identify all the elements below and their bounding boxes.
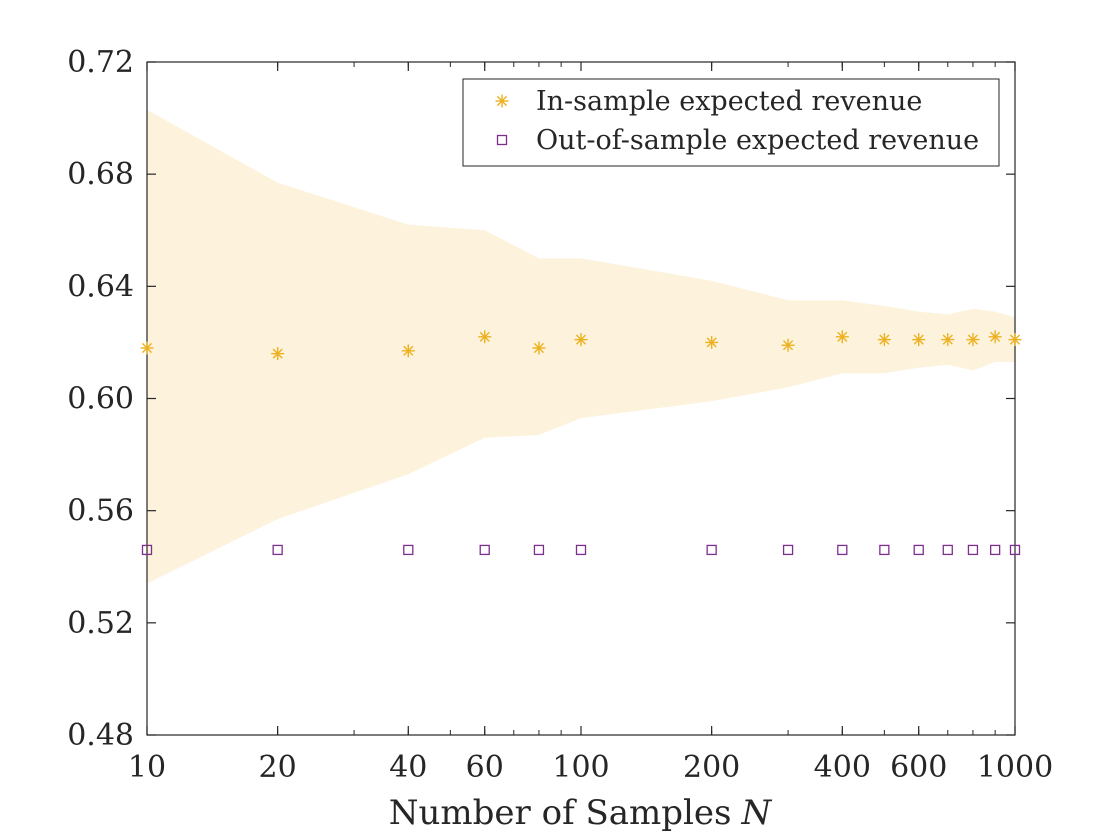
confidence-band-layer (147, 109, 1015, 584)
out-of-sample-point (837, 544, 848, 556)
x-tick-label: 200 (683, 750, 740, 785)
y-tick-label: 0.60 (67, 382, 134, 417)
out-of-sample-point (989, 544, 1001, 556)
in-sample-point (271, 347, 285, 361)
x-tick-label: 20 (259, 750, 297, 785)
out-of-sample-point (1009, 544, 1021, 556)
in-sample-point (401, 344, 415, 358)
x-tick-label: 1000 (977, 750, 1053, 785)
in-sample-point (140, 341, 154, 355)
out-of-sample-point (479, 544, 490, 556)
in-sample-point (478, 330, 492, 344)
in-sample-point-stroke (141, 342, 153, 354)
out-of-sample-point (942, 544, 953, 556)
in-sample-point (705, 335, 719, 349)
in-sample-point-stroke (575, 334, 587, 345)
y-tick-label: 0.68 (67, 157, 134, 192)
confidence-band (147, 109, 1015, 584)
in-sample-point-stroke (1009, 334, 1021, 345)
legend-entry-label: Out-of-sample expected revenue (536, 125, 979, 156)
in-sample-point (835, 330, 849, 344)
markers-layer (140, 330, 1022, 556)
ticks-layer: 10 20 40 60 100 200 400 600 1000 0.48 0.52 0.56 0.60… (67, 45, 1053, 785)
in-sample-point-stroke (533, 342, 545, 354)
in-sample-point (532, 341, 546, 355)
in-sample-point-stroke (479, 331, 490, 342)
in-sample-point-stroke (879, 334, 890, 345)
legend-in-sample-marker-stroke (496, 95, 508, 107)
x-tick-label: 10 (128, 750, 166, 785)
in-sample-point-stroke (782, 340, 794, 351)
x-axis-title-variable: N (740, 793, 772, 833)
in-sample-point (781, 338, 795, 352)
in-sample-point-stroke (913, 334, 924, 345)
in-sample-point-stroke (403, 345, 414, 356)
y-tick-label: 0.64 (67, 269, 134, 304)
x-axis-title-text: Number of Samples (389, 793, 732, 833)
x-tick-label: 60 (466, 750, 504, 785)
out-of-sample-point (575, 544, 587, 556)
legend-box (462, 78, 1000, 167)
in-sample-point (966, 333, 980, 347)
in-sample-point-stroke (990, 331, 1001, 342)
in-sample-point (988, 330, 1002, 344)
in-sample-point (912, 333, 926, 347)
out-of-sample-point (706, 544, 717, 556)
out-of-sample-point (141, 544, 153, 556)
y-tick-label: 0.56 (67, 494, 134, 529)
y-tick-label: 0.52 (67, 606, 134, 641)
x-tick-label: 40 (389, 750, 427, 785)
out-of-sample-point (782, 544, 794, 556)
legend: In-sample expected revenue Out-of-sample … (462, 78, 1000, 167)
out-of-sample-point (533, 544, 545, 556)
out-of-sample-point (879, 544, 890, 556)
out-of-sample-point (913, 544, 924, 556)
in-sample-point (1008, 333, 1022, 347)
in-sample-point-stroke (942, 334, 953, 345)
in-sample-point-stroke (837, 331, 848, 342)
in-sample-point (574, 333, 588, 347)
x-tick-label: 100 (552, 750, 609, 785)
in-sample-point (877, 333, 891, 347)
out-of-sample-point (403, 544, 414, 556)
x-tick-label: 600 (890, 750, 947, 785)
legend-in-sample-marker (495, 94, 509, 108)
x-tick-label: 400 (814, 750, 871, 785)
in-sample-point (941, 333, 955, 347)
in-sample-point-stroke (706, 337, 717, 348)
legend-entry-label: In-sample expected revenue (536, 86, 922, 117)
x-axis-title: Number of Samples N (389, 793, 773, 833)
legend-out-of-sample-marker (496, 134, 508, 146)
out-of-sample-point (967, 544, 979, 556)
out-of-sample-point (272, 544, 283, 556)
in-sample-point-stroke (967, 334, 979, 345)
in-sample-point-stroke (272, 348, 283, 359)
y-tick-label: 0.48 (67, 718, 134, 753)
y-tick-label: 0.72 (67, 45, 134, 80)
